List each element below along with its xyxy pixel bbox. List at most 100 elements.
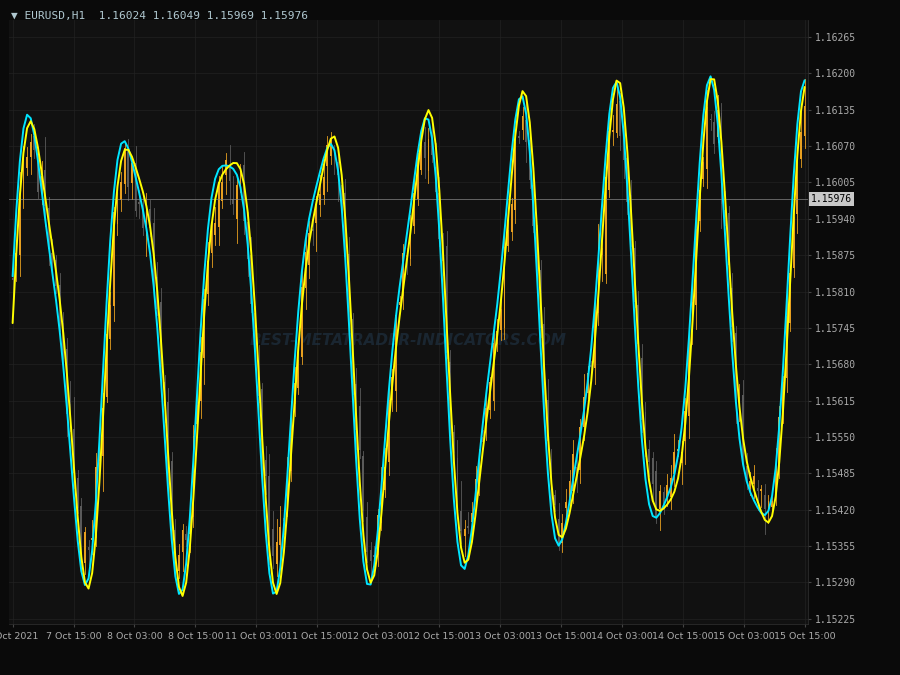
Bar [442,240,444,261]
Bar [453,431,454,453]
Bar [648,449,650,462]
Bar [760,489,762,491]
Bar [304,252,306,288]
Bar [587,373,589,393]
Bar [695,229,697,305]
Bar [316,204,318,223]
Bar [51,253,53,268]
Bar [128,149,130,186]
Bar [308,233,310,265]
Bar [691,302,693,332]
Bar [377,515,379,555]
Bar [673,452,675,474]
Bar [399,302,400,305]
Bar [94,467,96,538]
Bar [446,246,447,352]
Bar [193,436,194,517]
Bar [124,148,126,184]
Text: ▼ EURUSD,H1  1.16024 1.16049 1.15969 1.15976: ▼ EURUSD,H1 1.16024 1.16049 1.15969 1.15… [11,11,308,22]
Text: BEST-METATRADER-INDICATORS.COM: BEST-METATRADER-INDICATORS.COM [250,333,567,348]
Bar [73,429,75,473]
Bar [196,406,198,425]
Bar [735,333,737,398]
Bar [746,466,748,479]
Bar [601,248,603,255]
Bar [185,534,187,540]
Bar [30,142,32,157]
Bar [431,135,433,155]
Bar [76,478,78,508]
Bar [80,506,82,562]
Bar [569,481,571,502]
Bar [178,555,180,570]
Bar [44,170,46,207]
Bar [804,106,806,136]
Bar [182,530,184,552]
Bar [467,526,469,529]
Bar [102,408,104,456]
Bar [702,162,704,180]
Bar [207,261,209,294]
Bar [644,412,646,449]
Bar [533,185,535,225]
Bar [518,136,520,138]
Bar [424,142,426,159]
Bar [239,171,241,187]
Bar [630,195,632,241]
Bar [724,210,726,217]
Bar [40,176,42,192]
Bar [522,116,524,130]
Bar [478,460,480,485]
Bar [482,437,483,441]
Bar [37,157,39,192]
Bar [153,223,155,288]
Bar [641,358,643,421]
Bar [257,363,259,396]
Bar [768,501,769,512]
Bar [626,159,628,202]
Bar [670,478,671,497]
Bar [175,531,176,566]
Bar [551,459,553,500]
Bar [286,472,288,505]
Bar [62,323,64,359]
Bar [338,162,339,176]
Bar [48,207,50,249]
Bar [503,247,505,328]
Bar [113,212,115,306]
Bar [26,157,28,167]
Bar [250,254,252,304]
Bar [471,513,473,522]
Bar [623,137,625,159]
Bar [572,454,574,491]
Bar [279,526,281,545]
Bar [363,456,365,511]
Bar [428,138,429,171]
Bar [406,254,408,256]
Bar [320,194,321,205]
Bar [786,316,788,378]
Bar [515,142,517,211]
Bar [757,488,759,491]
Bar [370,550,372,562]
Bar [655,471,657,518]
Bar [619,101,621,136]
Bar [22,159,24,200]
Bar [511,204,513,232]
Bar [449,362,451,420]
Bar [131,163,133,183]
Bar [526,120,527,142]
Bar [272,529,274,556]
Bar [334,151,336,156]
Bar [12,278,14,280]
Bar [580,427,581,470]
Bar [410,228,411,259]
Bar [327,145,328,165]
Bar [666,485,668,497]
Bar [420,145,422,169]
Bar [98,446,100,461]
Bar [710,119,712,121]
Bar [330,138,332,156]
Bar [33,136,35,151]
Bar [392,377,393,400]
